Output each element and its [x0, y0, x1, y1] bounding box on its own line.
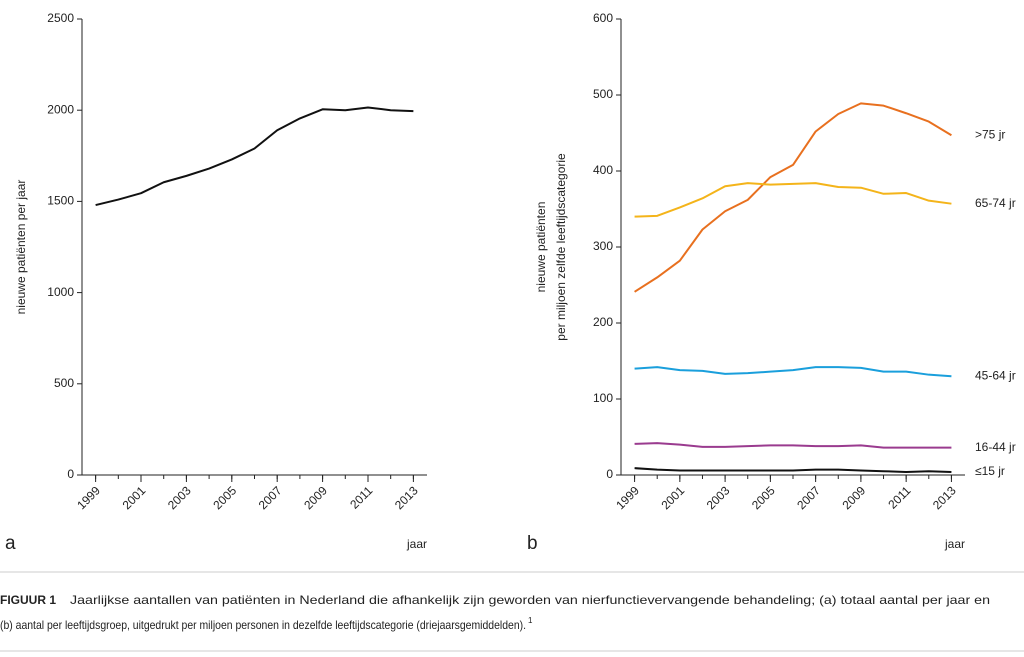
y-tick-label: 100 [593, 391, 613, 405]
y-tick-label: 600 [593, 11, 613, 25]
x-tick-label: 2005 [749, 483, 778, 512]
series-label: 16-44 jr [975, 440, 1016, 454]
y-tick-label: 200 [593, 315, 613, 329]
y-tick-label: 500 [593, 87, 613, 101]
data-line [95, 106, 414, 207]
y-tick-label: 1500 [47, 194, 74, 208]
panel-letter: a [5, 533, 16, 554]
data-line [634, 102, 952, 293]
y-tick-label: 0 [606, 467, 613, 481]
x-axis-label: jaar [944, 537, 965, 551]
data-line [634, 442, 952, 449]
data-line [634, 182, 952, 218]
x-tick-label: 2001 [120, 483, 149, 512]
y-tick-label: 1000 [47, 285, 74, 299]
caption-label: FIGUUR 1 [0, 593, 56, 607]
data-line [634, 366, 952, 378]
x-tick-label: 2013 [392, 483, 421, 512]
x-tick-label: 2003 [165, 483, 194, 512]
x-tick-label: 2011 [885, 483, 913, 511]
panel-letter: b [527, 533, 538, 554]
series-label: 45-64 jr [975, 368, 1016, 382]
x-axis-label: jaar [406, 537, 427, 551]
y-tick-label: 0 [67, 467, 74, 481]
x-tick-label: 2003 [704, 483, 733, 512]
y-tick-label: 400 [593, 163, 613, 177]
x-tick-label: 2009 [839, 483, 868, 512]
y-tick-label: 2000 [47, 102, 74, 116]
x-tick-label: 2007 [794, 483, 823, 512]
x-tick-label: 1999 [613, 483, 642, 512]
caption-note: 1 [528, 616, 533, 625]
y-axis-label: nieuwe patiënten per jaar [14, 180, 28, 315]
x-tick-label: 2005 [210, 483, 239, 512]
y-tick-label: 500 [54, 376, 74, 390]
x-tick-label: 1999 [74, 483, 103, 512]
y-tick-label: 300 [593, 239, 613, 253]
x-tick-label: 2011 [347, 483, 375, 511]
y-axis-label: per miljoen zelfde leeftijdscategorie [554, 153, 568, 341]
y-tick-label: 2500 [47, 11, 74, 25]
series-label: >75 jr [975, 127, 1005, 141]
x-tick-label: 2007 [256, 483, 285, 512]
x-tick-label: 2009 [301, 483, 330, 512]
data-line [634, 467, 952, 473]
series-label: ≤15 jr [975, 464, 1005, 478]
y-axis-label: nieuwe patiënten [534, 202, 548, 293]
x-tick-label: 2001 [658, 483, 687, 512]
x-tick-label: 2013 [930, 483, 959, 512]
series-label: 65-74 jr [975, 196, 1016, 210]
caption-text: Jaarlijkse aantallen van patiënten in Ne… [70, 593, 990, 607]
caption-text: (b) aantal per leeftijdsgroep, uitgedruk… [0, 618, 526, 632]
